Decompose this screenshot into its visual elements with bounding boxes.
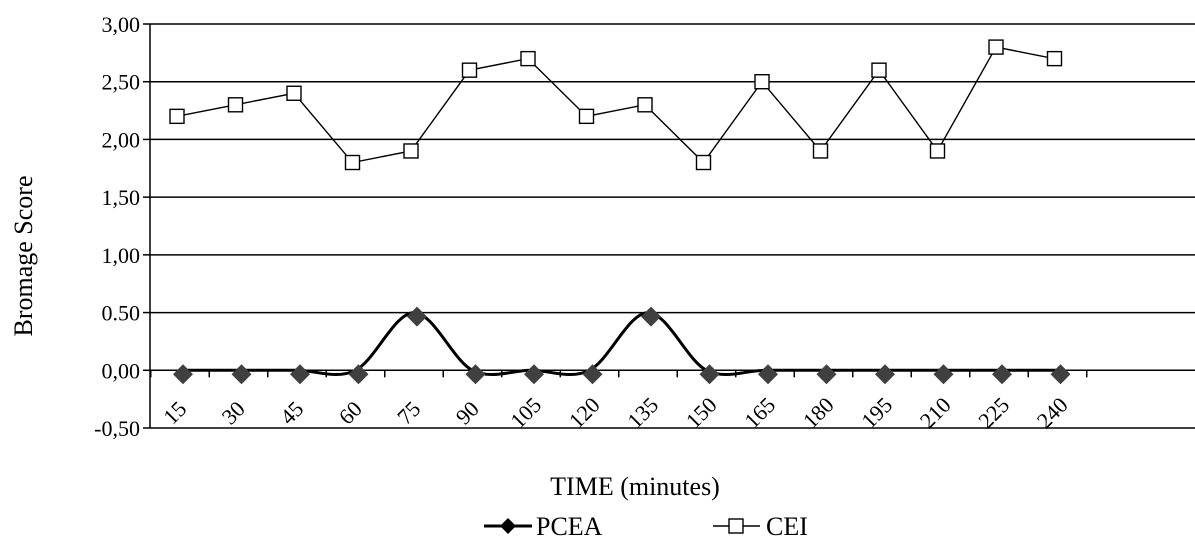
data-point-pcea	[758, 364, 778, 385]
x-tick-label: 45	[275, 396, 308, 429]
series-line-cei	[176, 46, 1055, 164]
series-line-pcea	[180, 311, 1058, 377]
x-tick-label: 105	[505, 392, 546, 433]
legend-item-cei: CEI	[713, 512, 808, 540]
legend-label-pcea: PCEA	[536, 512, 603, 540]
data-point-cei	[169, 108, 185, 125]
data-point-pcea	[173, 364, 193, 385]
y-tick-label: 2,00	[102, 127, 141, 152]
y-tick-label: -0,50	[94, 416, 140, 441]
legend-label-cei: CEI	[766, 512, 808, 540]
data-point-cei	[286, 85, 302, 101]
data-point-cei	[227, 97, 244, 113]
x-tick-label: 135	[622, 392, 663, 433]
data-point-pcea	[348, 364, 369, 385]
y-tick-label: 3,00	[102, 12, 141, 37]
x-tick-label: 150	[681, 392, 722, 433]
data-point-cei	[812, 143, 829, 159]
data-point-cei	[871, 62, 887, 78]
y-tick-label: 2,50	[102, 70, 141, 95]
data-point-pcea	[933, 364, 954, 385]
x-tick-label: 15	[158, 396, 191, 429]
data-point-pcea	[290, 364, 310, 385]
data-point-pcea	[992, 364, 1012, 385]
data-point-cei	[578, 108, 595, 125]
data-point-cei	[344, 154, 361, 171]
x-tick-label: 90	[451, 396, 484, 429]
data-point-pcea	[816, 364, 837, 385]
data-point-cei	[637, 97, 653, 113]
data-point-pcea	[407, 306, 427, 327]
data-point-pcea	[465, 364, 486, 385]
x-tick-label: 225	[973, 392, 1014, 433]
x-tick-label: 60	[334, 396, 367, 429]
data-point-cei	[754, 74, 770, 90]
data-point-pcea	[1050, 364, 1071, 385]
x-tick-label: 75	[392, 396, 425, 429]
legend-marker-pcea	[500, 518, 516, 534]
y-tick-label: 1,00	[102, 243, 141, 268]
x-tick-label: 240	[1032, 392, 1073, 433]
data-point-cei	[988, 39, 1004, 55]
y-tick-label: 0.50	[102, 301, 141, 326]
data-point-cei	[403, 143, 419, 159]
data-point-cei	[929, 143, 946, 159]
data-point-pcea	[641, 306, 661, 327]
y-tick-label: 1,50	[102, 185, 141, 210]
data-point-pcea	[524, 364, 544, 385]
x-axis-title: TIME (minutes)	[550, 472, 720, 501]
x-tick-label: 180	[798, 392, 839, 433]
data-point-cei	[695, 154, 712, 171]
data-point-cei	[520, 50, 536, 67]
data-point-pcea	[875, 364, 895, 385]
series	[169, 39, 1071, 385]
data-point-pcea	[699, 364, 720, 385]
data-point-pcea	[582, 364, 603, 385]
x-tick-label: 195	[856, 392, 897, 433]
data-point-cei	[461, 62, 478, 78]
legend-marker-cei	[728, 518, 744, 534]
legend-item-pcea: PCEA	[484, 512, 603, 540]
data-point-cei	[1046, 50, 1063, 67]
y-axis-title: Bromage Score	[9, 175, 38, 336]
x-tick-label: 210	[915, 392, 956, 433]
x-tick-labels: 15 30 45 60 75 90 105 120 135 150 165 180 195 210 225 2…	[158, 392, 1073, 433]
x-tick-label: 120	[564, 392, 605, 433]
legend: PCEA CEI	[484, 512, 808, 540]
x-tick-label: 30	[217, 396, 250, 429]
y-tick-labels: 3,00 2,50 2,00 1,50 1,00 0.50 0,00 -0,50	[94, 12, 140, 441]
y-tick-label: 0,00	[102, 358, 141, 383]
data-point-pcea	[231, 364, 252, 385]
x-tick-label: 165	[739, 392, 780, 433]
